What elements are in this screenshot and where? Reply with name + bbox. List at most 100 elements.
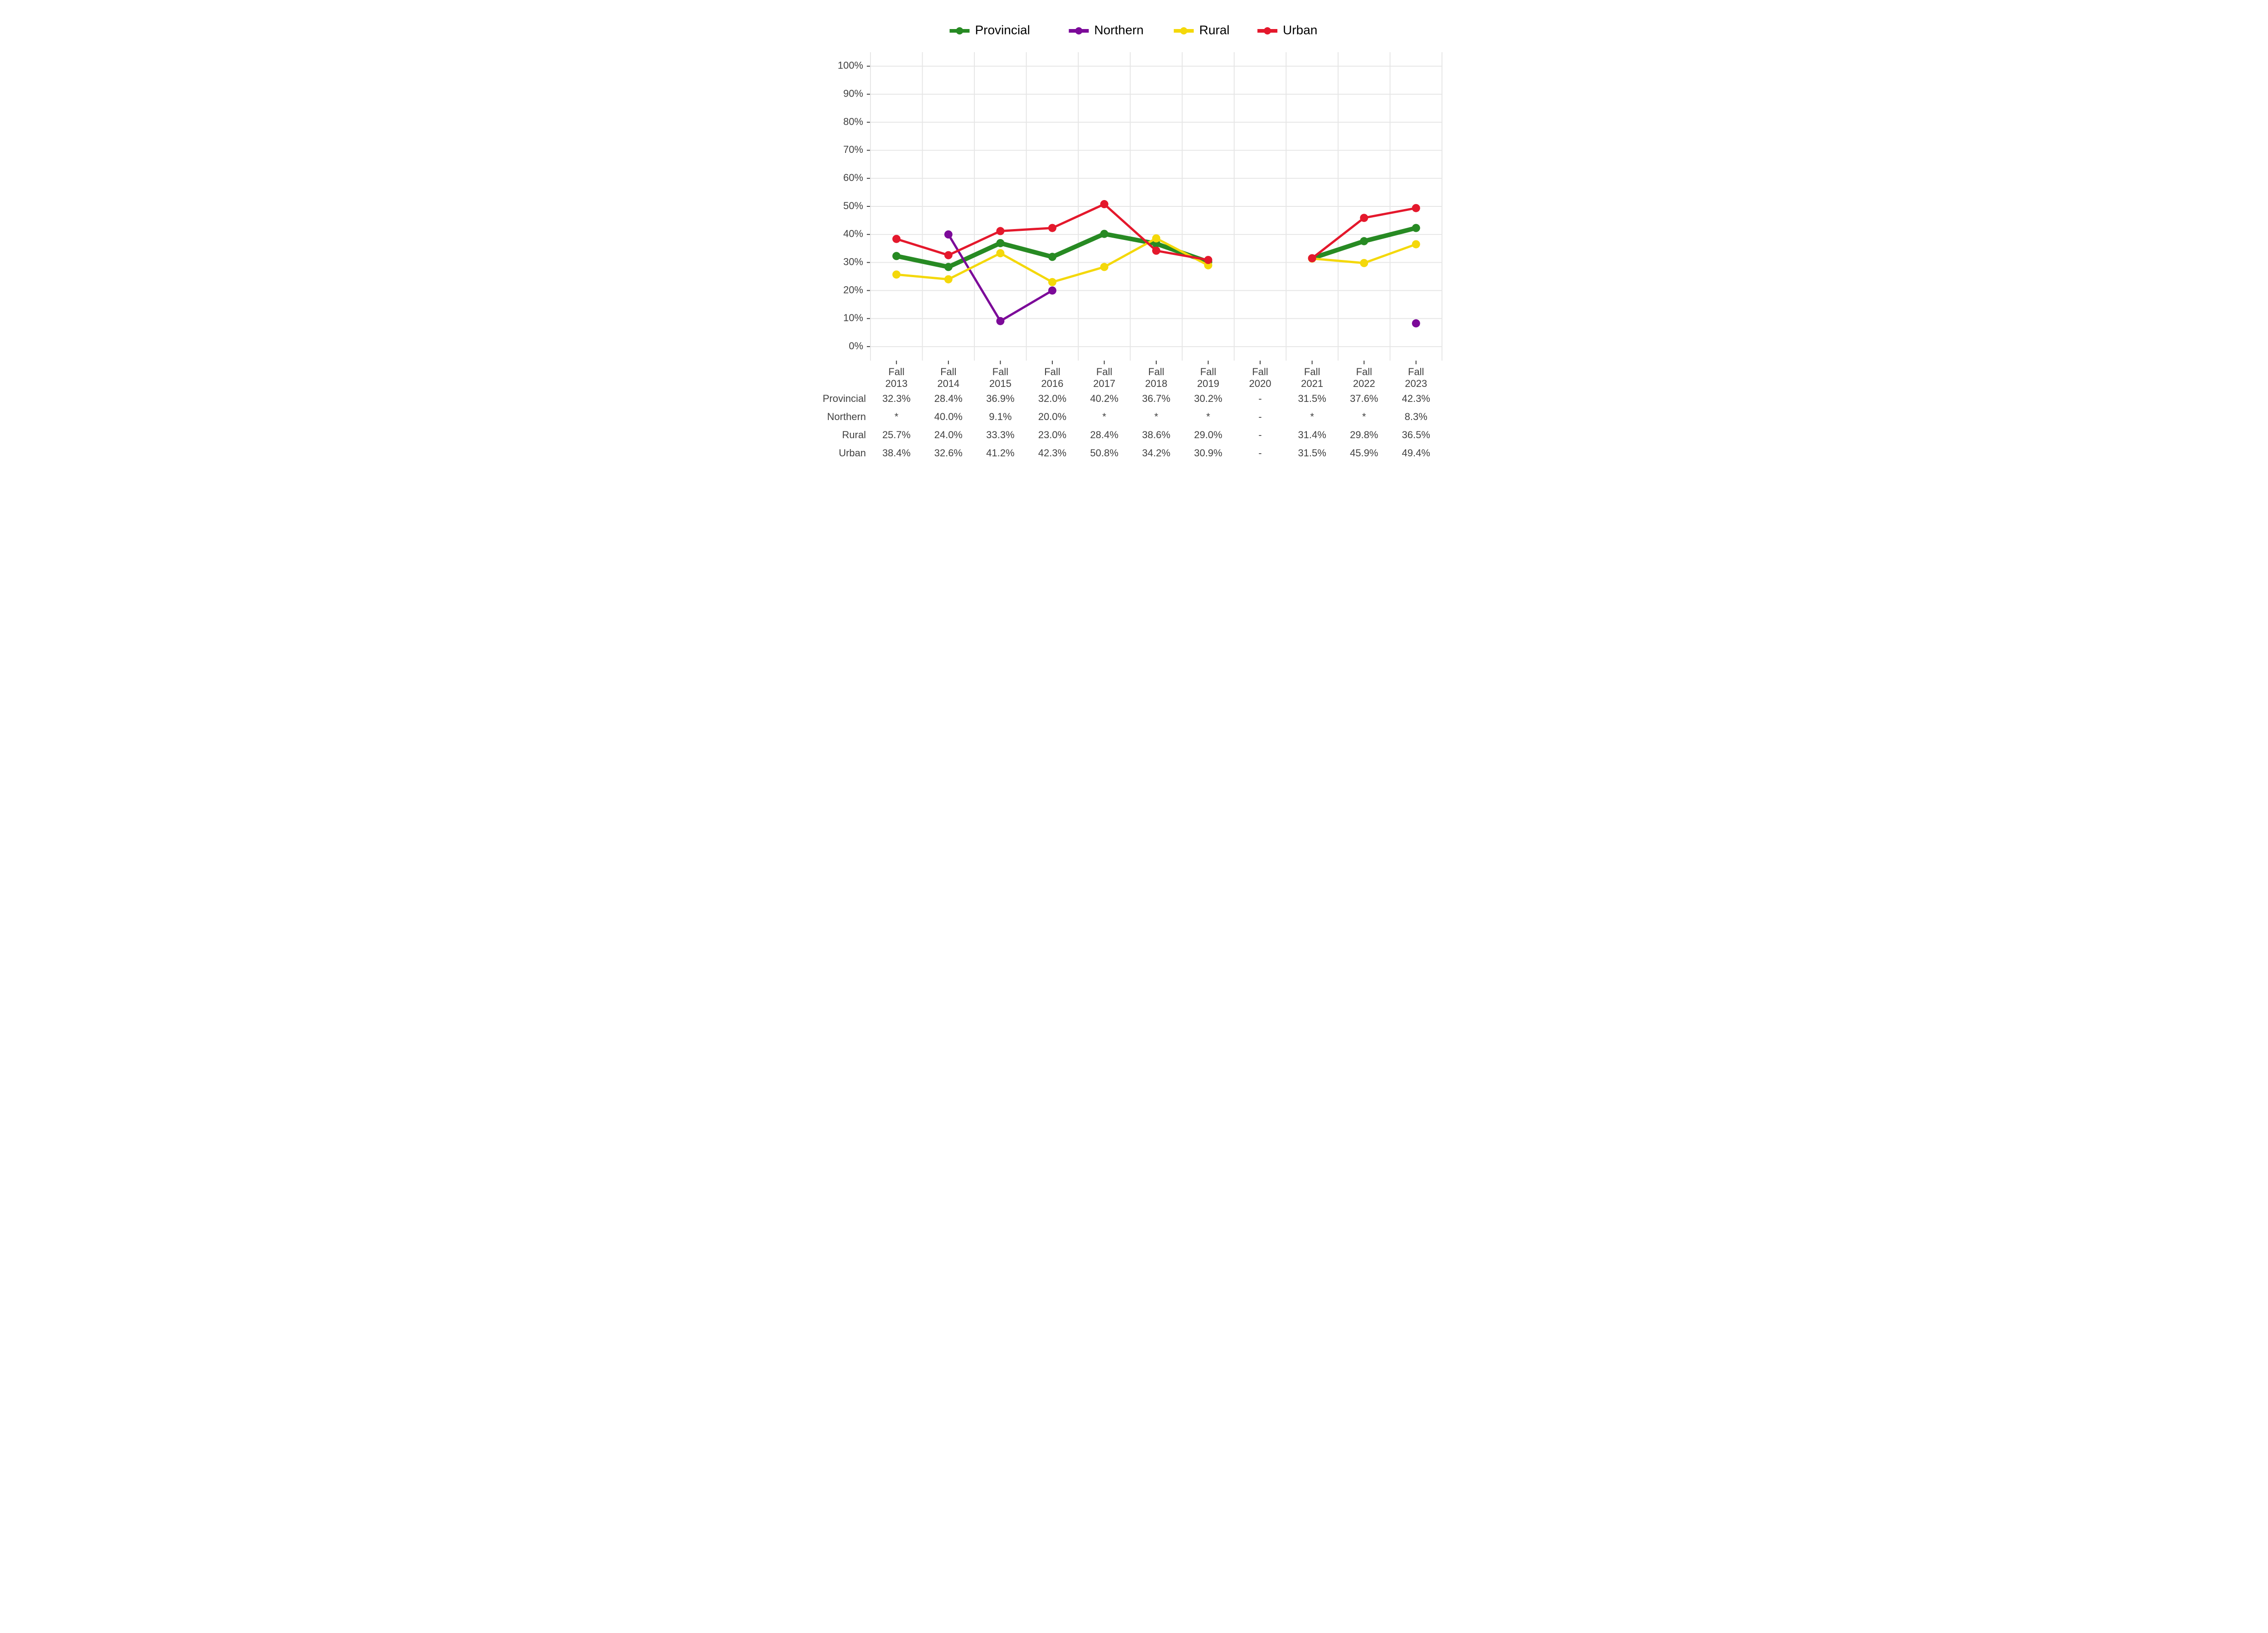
table-row-label: Rural xyxy=(842,429,866,440)
table-cell: 29.8% xyxy=(1350,429,1378,440)
x-tick-label: Fall xyxy=(1200,366,1216,377)
table-cell: 49.4% xyxy=(1402,447,1430,459)
series-point-rural xyxy=(996,249,1004,257)
series-point-urban xyxy=(1100,200,1108,208)
table-cell: 28.4% xyxy=(934,393,963,404)
series-point-rural xyxy=(1100,263,1108,271)
table-row-label: Northern xyxy=(827,411,866,422)
series-point-urban xyxy=(944,251,953,259)
table-cell: 36.5% xyxy=(1402,429,1430,440)
table-cell: 36.7% xyxy=(1142,393,1170,404)
y-tick-label: 10% xyxy=(843,312,863,323)
x-tick-label: Fall xyxy=(889,366,904,377)
series-point-northern xyxy=(996,317,1004,325)
table-cell: * xyxy=(1206,411,1210,422)
x-tick-label: Fall xyxy=(1304,366,1320,377)
table-cell: 8.3% xyxy=(1405,411,1427,422)
x-tick-label: 2019 xyxy=(1197,378,1219,389)
series-point-urban xyxy=(1412,204,1420,212)
series-point-urban xyxy=(1204,256,1212,264)
table-cell: * xyxy=(1362,411,1366,422)
table-cell: 34.2% xyxy=(1142,447,1170,459)
table-cell: 23.0% xyxy=(1038,429,1066,440)
y-tick-label: 30% xyxy=(843,256,863,267)
x-tick-label: 2014 xyxy=(937,378,959,389)
x-tick-label: 2021 xyxy=(1301,378,1323,389)
series-point-northern xyxy=(1412,319,1420,328)
series-point-provincial xyxy=(1100,230,1108,238)
x-tick-label: Fall xyxy=(1096,366,1112,377)
legend-label: Rural xyxy=(1199,23,1230,37)
table-cell: 32.3% xyxy=(882,393,910,404)
series-point-provincial xyxy=(892,252,900,260)
x-tick-label: Fall xyxy=(1408,366,1424,377)
y-tick-label: 60% xyxy=(843,172,863,183)
x-tick-label: 2017 xyxy=(1093,378,1115,389)
table-cell: 45.9% xyxy=(1350,447,1378,459)
series-point-provincial xyxy=(1412,224,1420,232)
line-chart: 0%10%20%30%40%50%60%70%80%90%100%Fall201… xyxy=(791,0,1477,490)
table-cell: - xyxy=(1258,411,1261,422)
series-point-provincial xyxy=(944,263,953,271)
table-cell: 32.0% xyxy=(1038,393,1066,404)
series-point-rural xyxy=(944,275,953,284)
table-cell: 20.0% xyxy=(1038,411,1066,422)
series-point-urban xyxy=(1048,224,1056,232)
y-tick-label: 100% xyxy=(838,60,863,71)
legend-label: Urban xyxy=(1283,23,1317,37)
series-point-rural xyxy=(1048,278,1056,286)
y-tick-label: 20% xyxy=(843,284,863,295)
x-tick-label: 2016 xyxy=(1041,378,1063,389)
y-tick-label: 90% xyxy=(843,88,863,99)
table-cell: 50.8% xyxy=(1090,447,1118,459)
legend-label: Provincial xyxy=(975,23,1030,37)
series-point-provincial xyxy=(1360,237,1368,245)
table-row-label: Provincial xyxy=(823,393,866,404)
table-cell: 25.7% xyxy=(882,429,910,440)
x-tick-label: Fall xyxy=(1356,366,1372,377)
x-tick-label: Fall xyxy=(940,366,956,377)
series-point-northern xyxy=(944,230,953,239)
series-point-urban xyxy=(892,235,900,243)
table-cell: 41.2% xyxy=(986,447,1014,459)
table-cell: 28.4% xyxy=(1090,429,1118,440)
table-cell: 29.0% xyxy=(1194,429,1222,440)
x-tick-label: 2023 xyxy=(1405,378,1427,389)
table-cell: 31.4% xyxy=(1298,429,1326,440)
table-cell: 31.5% xyxy=(1298,393,1326,404)
table-cell: 40.2% xyxy=(1090,393,1118,404)
series-point-rural xyxy=(1360,259,1368,267)
table-cell: 37.6% xyxy=(1350,393,1378,404)
table-cell: 33.3% xyxy=(986,429,1014,440)
table-cell: 36.9% xyxy=(986,393,1014,404)
table-cell: - xyxy=(1258,447,1261,459)
series-point-urban xyxy=(1152,247,1160,255)
x-tick-label: 2013 xyxy=(885,378,908,389)
series-point-rural xyxy=(1152,234,1160,242)
legend-label: Northern xyxy=(1094,23,1144,37)
table-cell: * xyxy=(1102,411,1106,422)
x-tick-label: 2015 xyxy=(989,378,1012,389)
table-row-label: Urban xyxy=(839,447,866,459)
x-tick-label: 2018 xyxy=(1145,378,1168,389)
table-cell: 24.0% xyxy=(934,429,963,440)
x-tick-label: Fall xyxy=(1148,366,1164,377)
table-cell: 32.6% xyxy=(934,447,963,459)
x-tick-label: Fall xyxy=(1252,366,1268,377)
x-tick-label: Fall xyxy=(1044,366,1060,377)
table-cell: - xyxy=(1258,429,1261,440)
y-tick-label: 40% xyxy=(843,228,863,240)
x-tick-label: Fall xyxy=(992,366,1008,377)
table-cell: * xyxy=(894,411,899,422)
table-cell: 31.5% xyxy=(1298,447,1326,459)
series-point-northern xyxy=(1048,286,1056,294)
table-cell: 38.6% xyxy=(1142,429,1170,440)
x-tick-label: 2020 xyxy=(1249,378,1271,389)
table-cell: 9.1% xyxy=(989,411,1012,422)
table-cell: 42.3% xyxy=(1038,447,1066,459)
series-point-rural xyxy=(892,270,900,279)
table-cell: * xyxy=(1310,411,1314,422)
table-cell: 30.2% xyxy=(1194,393,1222,404)
series-point-provincial xyxy=(996,239,1004,247)
series-point-rural xyxy=(1412,240,1420,248)
